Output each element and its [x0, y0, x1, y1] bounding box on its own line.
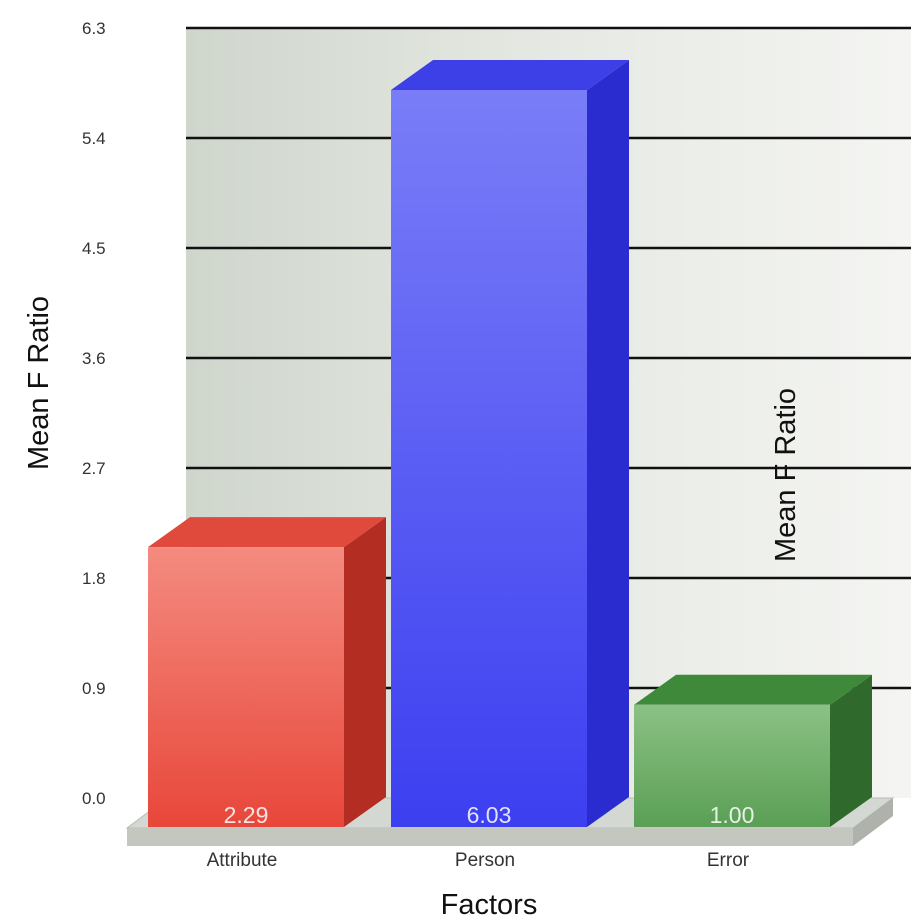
bar-attribute: 2.29	[148, 517, 386, 828]
bar-top	[391, 60, 629, 90]
bar-person: 6.03	[391, 60, 629, 828]
bar-front	[634, 704, 830, 827]
y-tick-label: 4.5	[82, 239, 106, 258]
bar-front	[391, 90, 587, 827]
bar-error: 1.00	[634, 674, 872, 828]
category-label: Error	[707, 850, 750, 871]
y-tick-label: 0.0	[82, 789, 106, 808]
x-axis-title: Factors	[441, 889, 538, 921]
category-labels: Attribute Person Error	[207, 850, 750, 871]
bar-top	[148, 517, 386, 548]
bar-side	[587, 60, 629, 827]
y-tick-label: 1.8	[82, 569, 106, 588]
y-tick-label: 6.3	[82, 19, 106, 38]
chart-floor-edge	[127, 828, 853, 846]
bars: 2.29 6.03 1.00	[148, 60, 872, 828]
bar-top	[634, 674, 872, 705]
category-label: Attribute	[207, 850, 278, 871]
value-label: 1.00	[710, 802, 755, 828]
category-label: Person	[455, 850, 515, 871]
y-axis-title: Mean F Ratio	[23, 296, 55, 470]
bar-side	[344, 517, 386, 827]
y-tick-labels: 0.0 0.9 1.8 2.7 3.6 4.5 5.4 6.3	[82, 19, 106, 808]
bar-side	[830, 674, 872, 827]
y-tick-label: 3.6	[82, 349, 106, 368]
value-label: 2.29	[224, 802, 269, 828]
bar-front	[148, 547, 344, 827]
y-tick-label: 5.4	[82, 129, 106, 148]
chart-floor-side	[853, 798, 893, 846]
y-axis-title-secondary: Mean F Ratio	[770, 388, 802, 562]
y-tick-label: 2.7	[82, 459, 106, 478]
value-label: 6.03	[467, 802, 512, 828]
y-tick-label: 0.9	[82, 679, 106, 698]
